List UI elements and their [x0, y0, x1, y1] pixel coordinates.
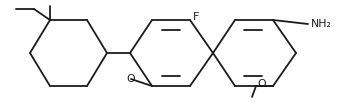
Text: F: F [193, 12, 199, 22]
Text: O: O [257, 79, 266, 89]
Text: O: O [127, 74, 135, 84]
Text: NH₂: NH₂ [311, 19, 332, 29]
